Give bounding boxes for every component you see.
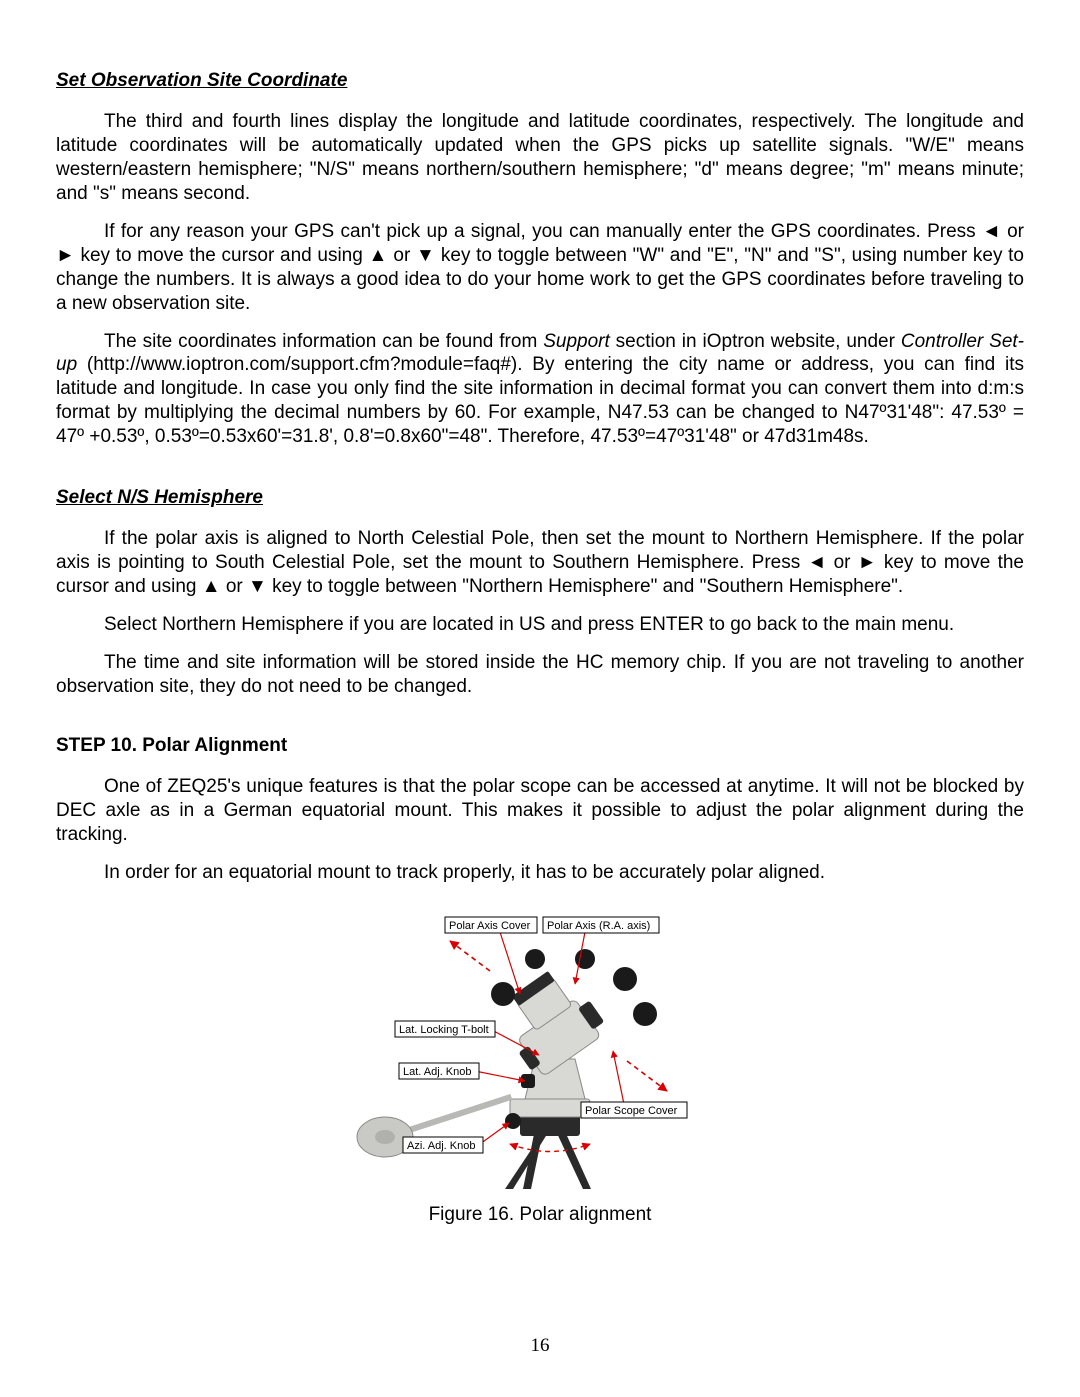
section-heading-hemisphere: Select N/S Hemisphere bbox=[56, 487, 1024, 509]
polar-alignment-diagram: Polar Axis Cover Polar Axis (R.A. axis) … bbox=[325, 899, 755, 1189]
svg-text:Lat. Locking T-bolt: Lat. Locking T-bolt bbox=[399, 1024, 489, 1036]
step10-heading: STEP 10. Polar Alignment bbox=[56, 735, 1024, 757]
figure-caption: Figure 16. Polar alignment bbox=[56, 1204, 1024, 1226]
polar-axis-dashed-arrow bbox=[450, 941, 490, 971]
callout-lat-adj bbox=[475, 1071, 525, 1081]
label-lat-locking-tbolt: Lat. Locking T-bolt bbox=[395, 1021, 495, 1037]
page-number: 16 bbox=[0, 1335, 1080, 1357]
label-polar-axis-ra: Polar Axis (R.A. axis) bbox=[543, 917, 659, 933]
azimuth-sweep-arrow bbox=[510, 1144, 590, 1152]
label-polar-axis-cover: Polar Axis Cover bbox=[445, 917, 537, 933]
svg-text:Polar Axis Cover: Polar Axis Cover bbox=[449, 920, 531, 932]
para-hemi-2: Select Northern Hemisphere if you are lo… bbox=[56, 613, 1024, 637]
para-step10-1: One of ZEQ25's unique features is that t… bbox=[56, 775, 1024, 847]
svg-text:Azi. Adj. Knob: Azi. Adj. Knob bbox=[407, 1140, 476, 1152]
para-step10-2: In order for an equatorial mount to trac… bbox=[56, 861, 1024, 885]
para-coord-3: The site coordinates information can be … bbox=[56, 330, 1024, 450]
svg-text:Lat. Adj. Knob: Lat. Adj. Knob bbox=[403, 1066, 472, 1078]
svg-text:Polar Axis (R.A. axis): Polar Axis (R.A. axis) bbox=[547, 920, 650, 932]
label-azi-adj-knob: Azi. Adj. Knob bbox=[403, 1137, 483, 1153]
label-polar-scope-cover: Polar Scope Cover bbox=[581, 1102, 687, 1118]
mount-base bbox=[510, 1099, 590, 1117]
label-lat-adj-knob: Lat. Adj. Knob bbox=[399, 1063, 479, 1079]
callout-azi-adj bbox=[480, 1123, 509, 1144]
para-coord-1: The third and fourth lines display the l… bbox=[56, 110, 1024, 206]
para-coord-2: If for any reason your GPS can't pick up… bbox=[56, 220, 1024, 316]
figure-polar-alignment: Polar Axis Cover Polar Axis (R.A. axis) … bbox=[56, 899, 1024, 1226]
svg-text:Polar Scope Cover: Polar Scope Cover bbox=[585, 1105, 678, 1117]
para-hemi-1: If the polar axis is aligned to North Ce… bbox=[56, 527, 1024, 599]
section-heading-coordinate: Set Observation Site Coordinate bbox=[56, 70, 1024, 92]
para-hemi-3: The time and site information will be st… bbox=[56, 651, 1024, 699]
polar-scope-dashed-arrow bbox=[627, 1061, 667, 1091]
callout-polar-scope-cover bbox=[613, 1051, 625, 1109]
azi-knob bbox=[505, 1113, 521, 1129]
